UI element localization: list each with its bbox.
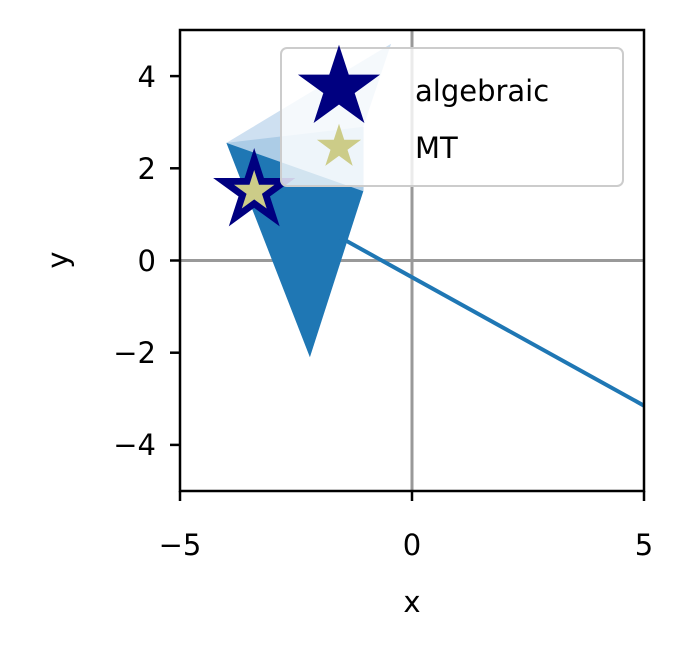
y-axis-label: y bbox=[41, 251, 75, 268]
legend-markers bbox=[297, 44, 381, 166]
y-tick-label: −4 bbox=[113, 428, 156, 462]
y-tick-label: 2 bbox=[138, 152, 156, 186]
y-tick-label: −2 bbox=[113, 336, 156, 370]
x-tick-label: −5 bbox=[159, 528, 202, 562]
x-axis-label: x bbox=[403, 585, 420, 619]
y-tick-label: 4 bbox=[138, 60, 156, 94]
x-tick-labels: −5 0 5 bbox=[159, 528, 654, 562]
legend-label-algebraic: algebraic bbox=[415, 74, 549, 108]
x-tick-label: 0 bbox=[403, 528, 421, 562]
y-tick-labels: −4 −2 0 2 4 bbox=[113, 60, 156, 462]
x-tick-label: 5 bbox=[635, 528, 653, 562]
y-tick-label: 0 bbox=[138, 244, 156, 278]
legend-marker-mt bbox=[316, 123, 362, 166]
star-marker-mt bbox=[234, 170, 275, 209]
legend: algebraic MT bbox=[280, 44, 624, 187]
legend-marker-algebraic bbox=[297, 44, 381, 124]
legend-label-mt: MT bbox=[415, 131, 458, 165]
data-line bbox=[339, 235, 644, 408]
